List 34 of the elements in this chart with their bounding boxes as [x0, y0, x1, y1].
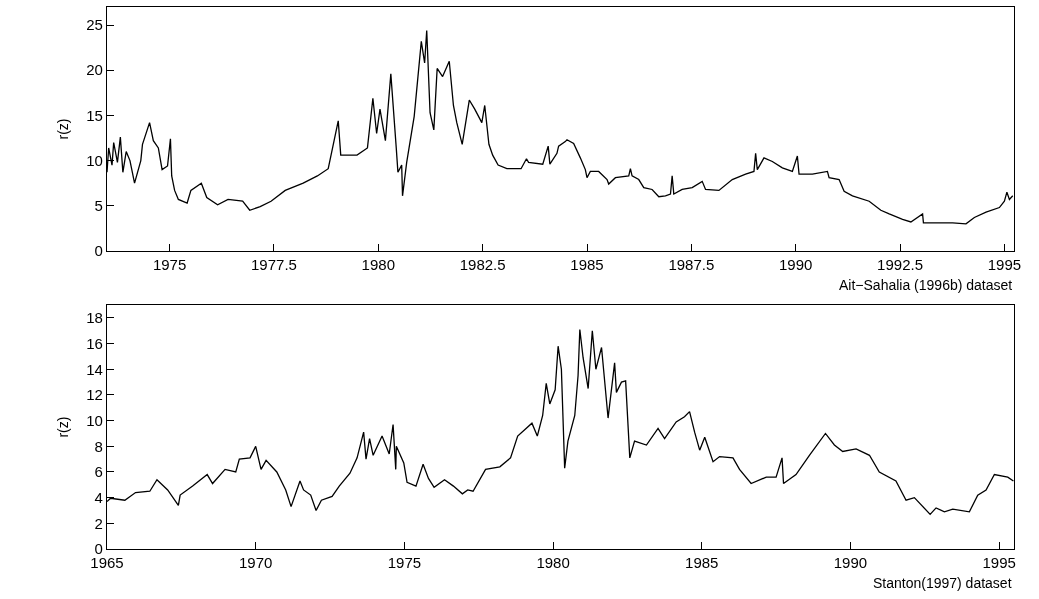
x-tick-label: 1992.5 [877, 256, 923, 273]
y-tick-label: 14 [86, 360, 103, 378]
text: Stanton(1997) dataset [873, 575, 1012, 591]
x-tick-label: 1985 [685, 554, 719, 572]
x-tick-label: 1975 [152, 256, 187, 273]
y-tick-label: 25 [86, 16, 103, 34]
x-tick-label: 1985 [570, 256, 604, 273]
x-tick-label: 1980 [361, 256, 395, 273]
x-tick-label: 1990 [779, 256, 813, 273]
y-tick-label: 2 [94, 514, 103, 532]
y-tick-label: 8 [94, 437, 103, 455]
text: Ait−Sahalia (1996b) dataset [839, 277, 1013, 293]
x-tick-label: 1970 [239, 554, 273, 572]
y-tick-label: 10 [86, 151, 103, 169]
x-tick-label: 1982.5 [459, 256, 506, 273]
x-tick-label: 1975 [387, 554, 422, 572]
y-tick-label: 18 [86, 309, 103, 327]
y-tick-label: 20 [86, 61, 103, 79]
y-tick-label: 4 [94, 488, 103, 506]
x-tick-label: 1995 [982, 554, 1016, 572]
y-tick-label: 10 [86, 411, 103, 429]
x-tick-label: 1977.5 [251, 256, 297, 273]
y-axis-title: r(z) [54, 416, 71, 438]
y-tick-label: 0 [94, 242, 103, 260]
y-tick-label: 15 [86, 106, 103, 124]
y-tick-label: 5 [94, 196, 103, 214]
y-axis-title: r(z) [54, 118, 71, 140]
y-tick-label: 12 [86, 386, 103, 404]
y-tick-label: 16 [86, 334, 103, 352]
x-tick-label: 1990 [833, 554, 868, 572]
x-tick-label: 1980 [536, 554, 570, 572]
x-tick-label: 1995 [987, 256, 1022, 273]
x-tick-label: 1987.5 [668, 256, 715, 273]
y-tick-label: 6 [94, 463, 103, 481]
